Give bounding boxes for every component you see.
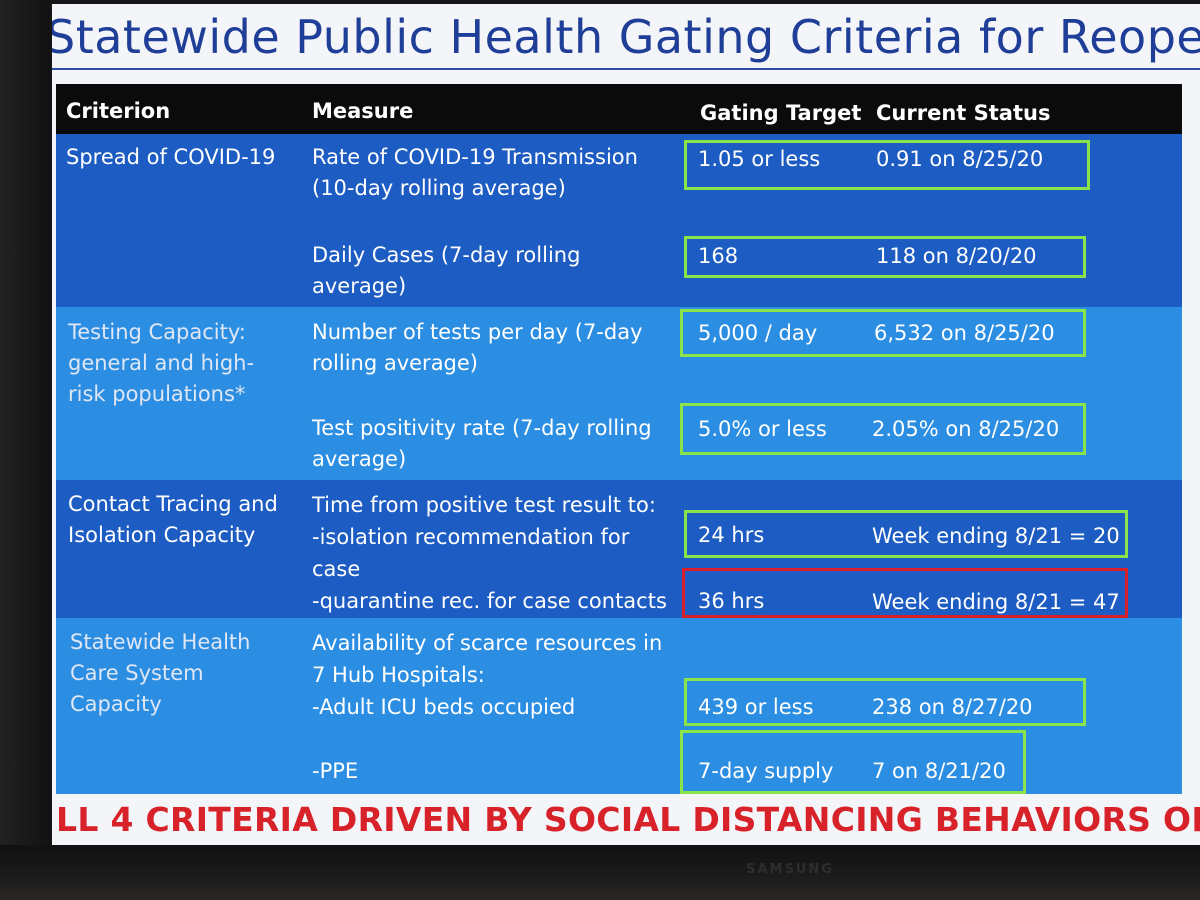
criterion-cell: Spread of COVID-19 [66, 145, 276, 169]
gating-target: 168 [698, 244, 739, 268]
current-status: 0.91 on 8/25/20 [876, 147, 1044, 171]
current-status: 118 on 8/20/20 [876, 244, 1037, 268]
gating-target: 7-day supply [698, 759, 834, 783]
target-highlight-box [680, 403, 1086, 455]
current-status: 238 on 8/27/20 [872, 695, 1033, 719]
measure-cell: Time from positive test result to: -isol… [312, 493, 667, 613]
gating-target: 1.05 or less [698, 147, 821, 171]
current-status: 2.05% on 8/25/20 [872, 417, 1060, 441]
measure-cell: Availability of scarce resources in 7 Hu… [312, 631, 663, 719]
target-highlight-box [684, 140, 1090, 190]
target-highlight-box [684, 678, 1086, 726]
slide-title: Statewide Public Health Gating Criteria … [52, 10, 1200, 64]
title-divider [52, 68, 1200, 70]
table-row-contact-tracing: Contact Tracing and Isolation Capacity T… [56, 480, 1182, 618]
table-row-spread: Spread of COVID-19 Rate of COVID-19 Tran… [56, 134, 1182, 307]
measure-cell: -PPE [312, 759, 359, 783]
target-alert-box [682, 568, 1128, 618]
measure-cell: Test positivity rate (7-day rolling aver… [312, 416, 652, 471]
criterion-cell: Statewide Health Care System Capacity [70, 630, 251, 716]
monitor-bezel-bottom [0, 845, 1200, 900]
table-row-testing: Testing Capacity: general and high- risk… [56, 307, 1182, 480]
measure-cell: Rate of COVID-19 Transmission (10-day ro… [312, 145, 638, 200]
header-measure: Measure [312, 99, 414, 123]
target-highlight-box [680, 309, 1086, 357]
monitor-brand-logo: SAMSUNG [746, 862, 834, 877]
target-highlight-box [680, 730, 1026, 794]
gating-target: 5.0% or less [698, 417, 827, 441]
monitor-bezel-left [0, 0, 50, 900]
gating-target: 24 hrs [698, 523, 765, 547]
table-row-health-care: Statewide Health Care System Capacity Av… [56, 618, 1182, 794]
target-highlight-box [684, 236, 1086, 278]
current-status: 6,532 on 8/25/20 [874, 321, 1055, 345]
gating-target: 36 hrs [698, 589, 765, 613]
footer-banner: LL 4 CRITERIA DRIVEN BY SOCIAL DISTANCIN… [56, 800, 1200, 839]
table-header-row: Criterion Measure Gating Target Current … [56, 84, 1182, 134]
current-status: Week ending 8/21 = 20 [872, 524, 1120, 548]
gating-target: 5,000 / day [698, 321, 818, 345]
target-highlight-box [684, 510, 1128, 558]
slide: Statewide Public Health Gating Criteria … [52, 4, 1200, 846]
header-criterion: Criterion [66, 99, 171, 123]
header-gating-target: Gating Target [700, 101, 862, 125]
criterion-cell: Contact Tracing and Isolation Capacity [68, 492, 278, 547]
gating-target: 439 or less [698, 695, 814, 719]
criterion-cell: Testing Capacity: general and high- risk… [68, 320, 255, 406]
current-status: 7 on 8/21/20 [872, 759, 1006, 783]
measure-cell: Number of tests per day (7-day rolling a… [312, 320, 643, 375]
header-current-status: Current Status [876, 101, 1051, 125]
current-status: Week ending 8/21 = 47 [872, 590, 1120, 614]
measure-cell: Daily Cases (7-day rolling average) [312, 243, 581, 298]
